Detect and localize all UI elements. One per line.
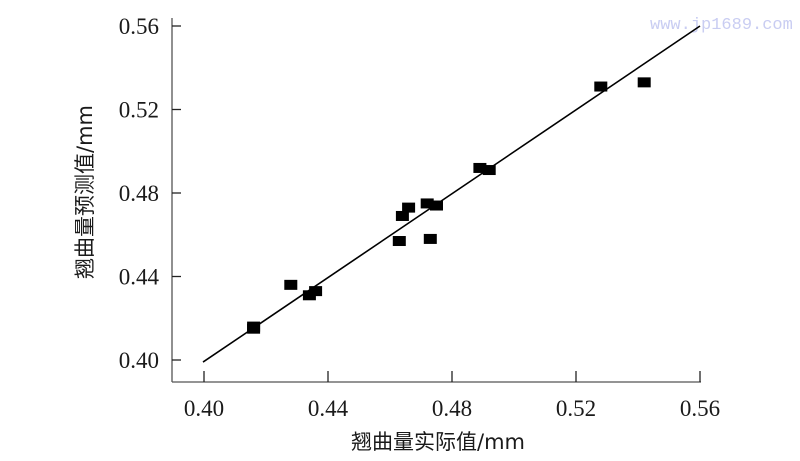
data-point bbox=[430, 200, 443, 211]
y-axis-ticks: 0.40 0.44 0.48 0.52 0.56 bbox=[119, 14, 181, 373]
data-points bbox=[247, 77, 651, 334]
y-tick-label: 0.48 bbox=[119, 181, 159, 206]
data-point bbox=[473, 162, 487, 173]
watermark: www.jp1689.com bbox=[650, 16, 793, 35]
x-axis-ticks: 0.40 0.44 0.48 0.52 0.56 bbox=[184, 371, 720, 421]
y-tick-label: 0.44 bbox=[119, 265, 160, 290]
data-point bbox=[402, 202, 416, 213]
data-point bbox=[594, 81, 608, 92]
data-point bbox=[637, 77, 651, 88]
data-point bbox=[420, 198, 434, 209]
data-point bbox=[284, 279, 298, 290]
y-tick-label: 0.56 bbox=[119, 14, 159, 39]
fit-line bbox=[202, 25, 701, 363]
x-tick-label: 0.48 bbox=[432, 396, 472, 421]
x-tick-label: 0.44 bbox=[308, 396, 349, 421]
y-axis-title: 翘曲量预测值/mm bbox=[73, 105, 97, 279]
data-point bbox=[309, 286, 323, 297]
x-axis-title: 翘曲量实际值/mm bbox=[351, 430, 525, 454]
data-point bbox=[392, 236, 406, 247]
data-point bbox=[247, 321, 261, 332]
x-tick-label: 0.56 bbox=[680, 396, 720, 421]
axes bbox=[171, 18, 701, 383]
x-tick-label: 0.40 bbox=[184, 396, 224, 421]
y-equals-x-line bbox=[202, 25, 701, 363]
y-tick-label: 0.40 bbox=[119, 348, 159, 373]
x-tick-label: 0.52 bbox=[556, 396, 596, 421]
data-point bbox=[482, 165, 496, 176]
data-point bbox=[395, 210, 409, 221]
data-point bbox=[423, 233, 437, 244]
y-tick-label: 0.52 bbox=[119, 98, 159, 123]
